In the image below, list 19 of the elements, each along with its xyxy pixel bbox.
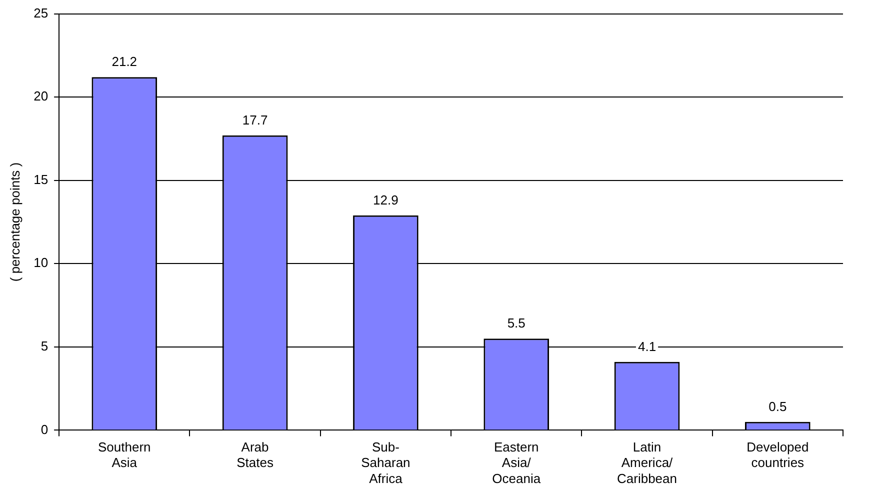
x-tick-label: Latin America/Caribbean — [617, 440, 678, 486]
y-tick-label: 25 — [34, 5, 48, 20]
x-tick-label: Sub-Saharan Africa — [361, 440, 410, 486]
x-tick-label: Southern Asia — [98, 440, 151, 470]
data-label: 21.2 — [112, 54, 138, 70]
y-tick-label: 20 — [34, 88, 48, 104]
y-tick-label: 15 — [34, 172, 48, 187]
y-axis-title: ( percentage points ) — [7, 162, 22, 282]
x-tick-label: Developed countries — [746, 440, 809, 470]
data-label: 5.5 — [507, 316, 526, 331]
x-tick-label: Eastern Asia/Oceania — [492, 440, 542, 486]
y-tick-label: 10 — [34, 255, 48, 270]
x-tick-label: Arab States — [236, 440, 274, 470]
y-tick-label: 5 — [40, 338, 48, 354]
data-label: 0.5 — [768, 398, 787, 414]
data-label: 12.9 — [373, 192, 398, 208]
data-label: 4.1 — [638, 338, 656, 354]
y-tick-label: 0 — [40, 422, 48, 437]
data-label: 17.7 — [242, 112, 268, 128]
